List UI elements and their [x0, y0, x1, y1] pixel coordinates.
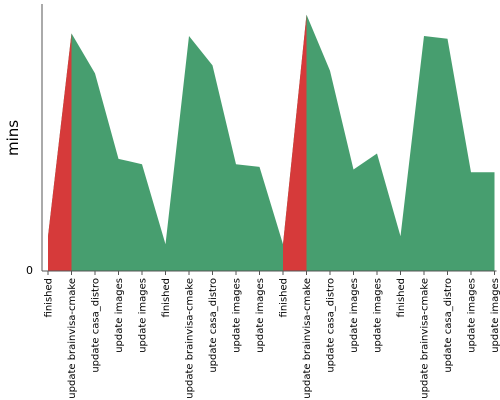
x-tick-label: update casa_distro [443, 278, 454, 373]
x-tick-label: finished [396, 278, 407, 317]
area-failed-segment [283, 14, 307, 272]
x-tick-label: update casa_distro [208, 278, 219, 373]
axes [41, 4, 497, 272]
x-tick-label: update brainvisa-cmake [67, 278, 78, 399]
tick-labels: 0 finished update brainvisa-cmake update ca… [26, 264, 500, 399]
area-series [48, 14, 495, 272]
area-ok [48, 14, 495, 272]
x-tick-label: update casa_distro [91, 278, 102, 373]
x-tick-label: update images [467, 278, 478, 353]
x-tick-label: update images [490, 278, 500, 353]
x-tick-label: update casa_distro [326, 278, 337, 373]
x-tick-label: finished [161, 278, 172, 317]
y-axis-label: mins [4, 120, 22, 156]
x-tick-label: finished [44, 278, 55, 317]
x-tick-label: update brainvisa-cmake [302, 278, 313, 399]
x-tick-label: update images [255, 278, 266, 353]
x-tick-label: finished [279, 278, 290, 317]
x-tick-label: update images [349, 278, 360, 353]
x-tick-label: update images [232, 278, 243, 353]
x-tick-label: update images [138, 278, 149, 353]
y-tick-label: 0 [26, 264, 33, 277]
x-tick-label: update brainvisa-cmake [420, 278, 431, 399]
x-tick-label: update images [373, 278, 384, 353]
x-tick-label: update brainvisa-cmake [185, 278, 196, 399]
x-tick-label: update images [114, 278, 125, 353]
area-failed-segment [48, 33, 72, 272]
